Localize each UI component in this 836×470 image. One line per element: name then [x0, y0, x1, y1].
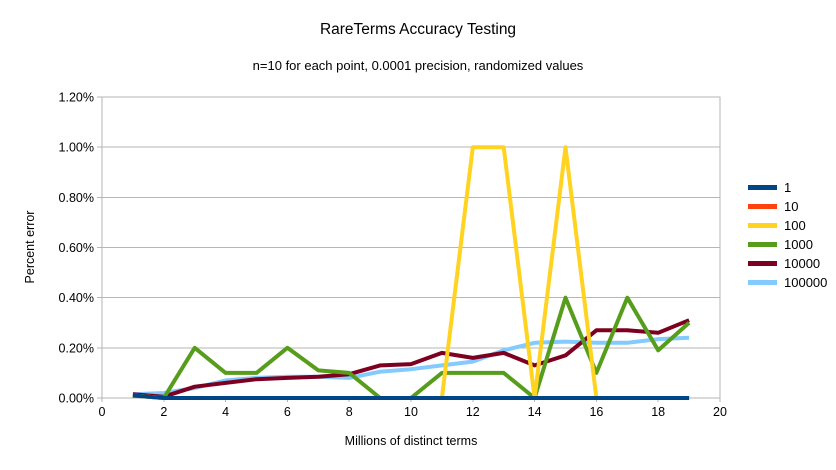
legend-label: 10: [784, 199, 799, 214]
legend-swatch-icon: [748, 280, 777, 285]
legend-swatch-icon: [748, 204, 777, 209]
y-tick-label: 0.00%: [59, 392, 94, 406]
x-tick-label: 6: [284, 405, 291, 419]
x-tick-label: 20: [713, 405, 727, 419]
x-tick-label: 18: [651, 405, 665, 419]
legend-label: 100: [784, 218, 806, 233]
x-tick-label: 10: [404, 405, 418, 419]
chart-subtitle: n=10 for each point, 0.0001 precision, r…: [252, 58, 584, 73]
y-tick-label: 0.40%: [59, 291, 94, 305]
legend-swatch-icon: [748, 261, 777, 266]
x-tick-label: 14: [528, 405, 542, 419]
legend-item-100: 100: [748, 216, 827, 235]
chart-title: RareTerms Accuracy Testing: [319, 21, 517, 38]
x-tick-label: 4: [222, 405, 229, 419]
x-axis-title: Millions of distinct terms: [344, 434, 478, 448]
y-tick-label: 0.60%: [59, 241, 94, 255]
legend-swatch-icon: [748, 242, 777, 247]
series-line-100: [132, 145, 690, 400]
x-tick-label: 2: [160, 405, 167, 419]
legend-label: 10000: [784, 256, 821, 271]
y-tick-label: 0.80%: [59, 191, 94, 205]
legend-item-1: 1: [748, 178, 827, 197]
legend-label: 100000: [784, 275, 828, 290]
y-tick-label: 0.20%: [59, 341, 94, 355]
y-tick-label: 1.00%: [59, 141, 94, 155]
y-tick-labels: 0.00% 0.20% 0.40% 0.60% 0.80% 1.00% 1.20%: [59, 91, 94, 406]
legend-label: 1: [784, 180, 792, 195]
legend-item-10: 10: [748, 197, 827, 216]
series-line-100000: [132, 335, 690, 397]
legend-item-10000: 10000: [748, 254, 827, 273]
x-tick-label: 8: [346, 405, 353, 419]
series-line-1: [132, 393, 690, 400]
legend: 1 10 100 1000 10000 100000: [748, 178, 827, 292]
x-tick-label: 16: [589, 405, 603, 419]
legend-swatch-icon: [748, 223, 777, 228]
x-tick-label: 12: [466, 405, 480, 419]
x-tick-labels: 0 2 4 6 8 10 12 14 16 18 20: [99, 405, 727, 419]
y-tick-label: 1.20%: [59, 91, 94, 105]
legend-item-100000: 100000: [748, 273, 827, 292]
series-line-10000: [132, 318, 690, 399]
x-tick-label: 0: [99, 405, 106, 419]
legend-label: 1000: [784, 237, 813, 252]
legend-item-1000: 1000: [748, 235, 827, 254]
legend-swatch-icon: [748, 185, 777, 190]
gridlines: [101, 96, 721, 399]
